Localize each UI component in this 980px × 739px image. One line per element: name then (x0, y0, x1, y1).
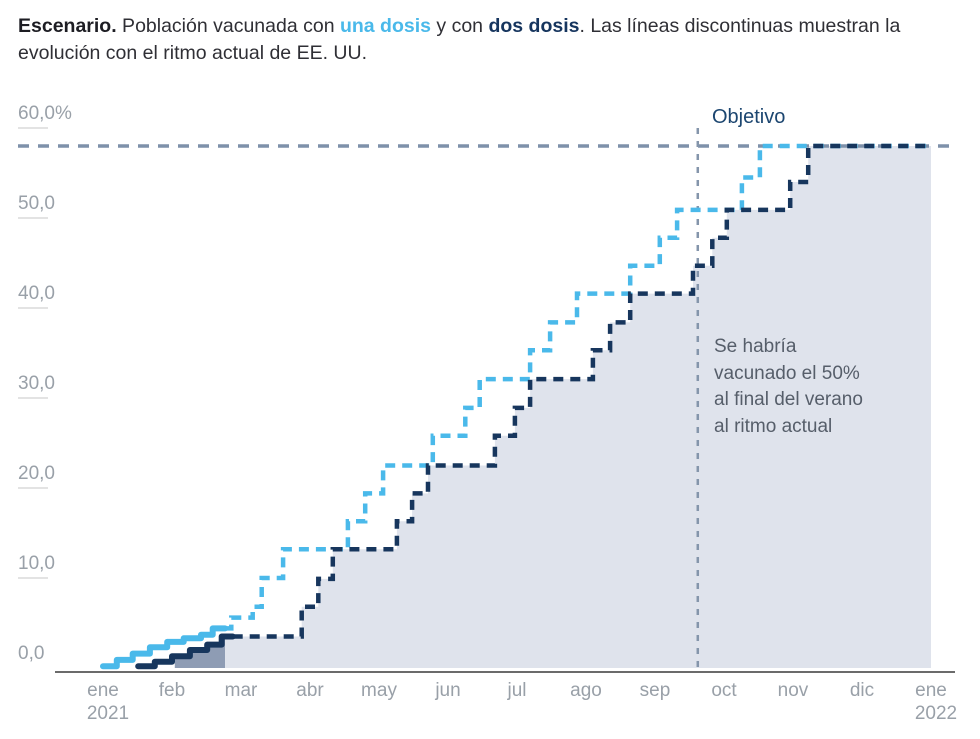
x-axis-label: jul (507, 680, 527, 701)
title-segment: Escenario. (18, 15, 117, 37)
x-axis-label: mar (224, 680, 258, 701)
y-axis-label: 40,0 (18, 283, 55, 304)
x-axis-label: sep (639, 680, 671, 701)
x-axis-label: ago (570, 680, 602, 701)
una-dosis-dashed-line (225, 143, 931, 631)
annotation-line: al ritmo actual (714, 415, 833, 437)
title-segment: Población vacunada con (116, 15, 340, 37)
annotation-line: al final del verano (714, 389, 863, 410)
y-axis-label: 20,0 (18, 463, 55, 484)
x-axis-label: feb (158, 680, 186, 701)
x-axis-label: abr (296, 680, 324, 701)
title-segment: y con (431, 15, 489, 37)
annotation-line: Se habría (714, 336, 797, 357)
x-axis-label: jun (435, 680, 461, 701)
y-axis-label: 30,0 (18, 373, 55, 394)
x-axis-label: may (361, 680, 397, 701)
dos-dosis-solid-line (135, 633, 236, 670)
title-segment: dos dosis (488, 15, 580, 37)
x-axis-label: ene (915, 680, 947, 701)
projection-fill-area (225, 146, 932, 668)
annotation-text: Se habría vacunado el 50% al final del v… (714, 334, 863, 440)
y-axis-label: 50,0 (18, 193, 55, 214)
annotation-line: vacunado el 50% (714, 362, 860, 384)
objetivo-label: Objetivo (712, 106, 786, 128)
una-dosis-solid-line (100, 625, 229, 670)
x-axis-label: nov (777, 680, 809, 701)
x-axis-year-label: 2022 (914, 703, 958, 724)
x-axis-label: oct (711, 680, 737, 701)
y-axis-label: 10,0 (18, 553, 55, 574)
x-axis-label: ene (87, 680, 119, 701)
title-segment: . Las líneas discontinuas muestran la ev… (18, 15, 901, 64)
title-segment: una dosis (339, 15, 431, 37)
x-axis-year-label: 2021 (86, 703, 130, 724)
x-axis-label: dic (849, 680, 875, 701)
y-axis-label: 60,0% (18, 103, 72, 124)
chart-title: Escenario. Población vacunada con una do… (18, 13, 952, 67)
y-axis-label: 0,0 (18, 643, 45, 664)
